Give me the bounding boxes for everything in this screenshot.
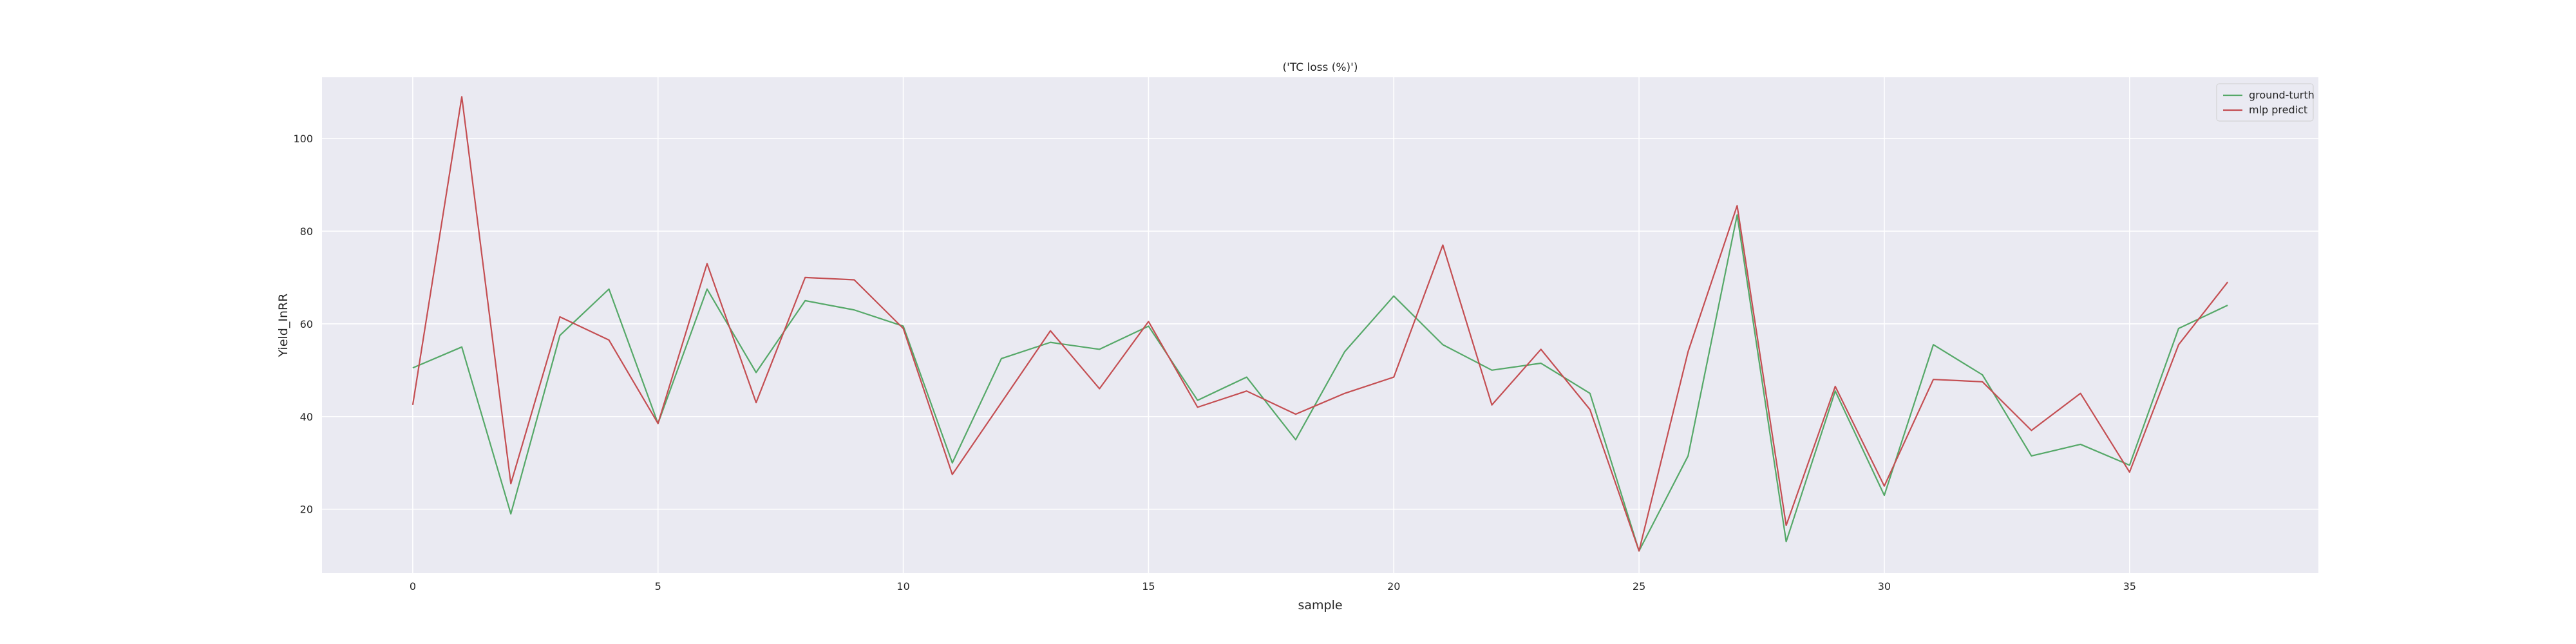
x-tick-label: 15 (1142, 580, 1155, 592)
tick-labels: 0 5 10 15 20 25 30 35 20 40 60 80 100 (293, 133, 2136, 592)
legend-label: mlp predict (2249, 104, 2307, 116)
legend-box (2216, 83, 2314, 122)
x-tick-label: 20 (1387, 580, 1400, 592)
series-layer (412, 96, 2228, 552)
grid-lines (322, 77, 2318, 573)
y-tick-label: 20 (300, 504, 313, 516)
y-tick-label: 100 (293, 133, 313, 145)
x-tick-label: 0 (410, 580, 416, 592)
y-tick-label: 40 (300, 411, 313, 423)
x-tick-label: 10 (896, 580, 909, 592)
x-tick-label: 25 (1633, 580, 1645, 592)
plot-background (322, 77, 2318, 573)
legend-label: ground-turth (2249, 89, 2315, 101)
x-tick-label: 30 (1878, 580, 1891, 592)
chart-title: ('TC loss (%)') (1283, 61, 1358, 74)
x-tick-label: 35 (2123, 580, 2136, 592)
x-tick-label: 5 (655, 580, 661, 592)
y-axis-label: Yield_InRR (276, 294, 290, 358)
legend: ground-turth mlp predict (2216, 83, 2315, 122)
y-tick-label: 60 (300, 318, 313, 330)
series-line-1 (412, 214, 2228, 552)
x-axis-label: sample (1298, 598, 1342, 612)
series-line-2 (412, 96, 2228, 552)
y-tick-label: 80 (300, 225, 313, 238)
